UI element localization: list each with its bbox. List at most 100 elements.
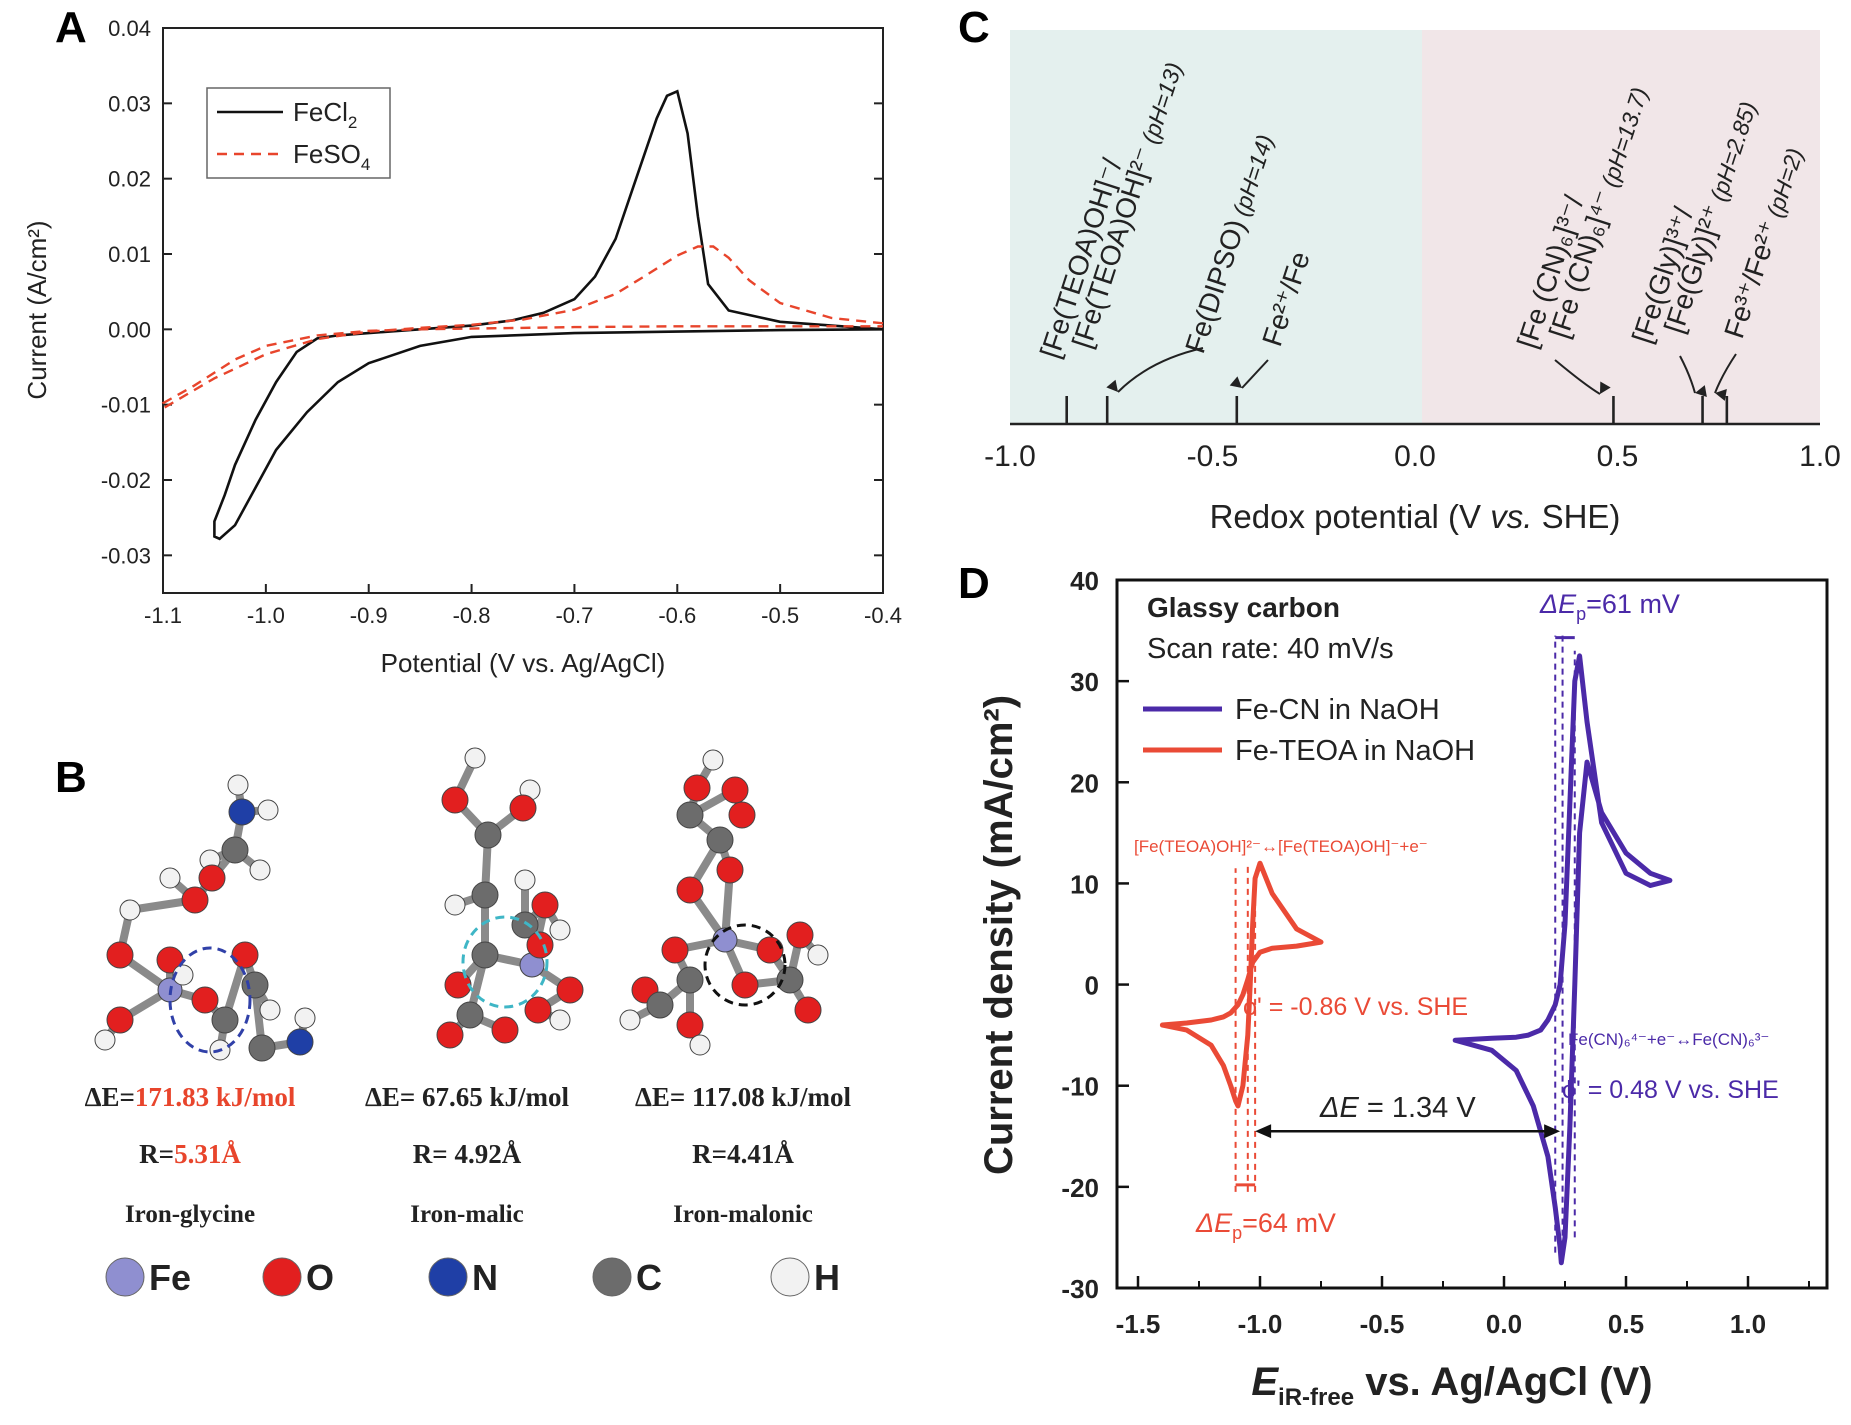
chart-d: -1.5 -1.0 -0.5 0.0 0.5 1.0403020100-10-20-30 … <box>977 566 1829 1411</box>
atom-o <box>756 936 784 964</box>
panel-b-molecules: ΔE=171.83 kJ/mol R=5.31Å Iron-glycine ΔE= 6… <box>85 747 852 1298</box>
delta-e-label: ΔE = 1.34 V <box>1319 1092 1476 1124</box>
x-tick-label: 0.0 <box>1486 1309 1522 1339</box>
atom-h <box>172 964 194 986</box>
arrowhead <box>1695 385 1707 397</box>
atom-o <box>231 941 259 969</box>
atom-h <box>464 747 486 769</box>
chelate-ring-highlight <box>461 915 549 1009</box>
x-tick-label: 0.5 <box>1608 1309 1644 1339</box>
y-tick-label: -0.01 <box>101 393 151 418</box>
y-tick-label: 0.01 <box>108 242 151 267</box>
y-tick-label: -10 <box>1061 1072 1099 1102</box>
panel-label-d: D <box>958 559 990 608</box>
chelate-ring-highlight <box>168 946 252 1054</box>
atom-c <box>248 1034 276 1062</box>
chart-d-info-electrode: Glassy carbon <box>1147 592 1340 623</box>
x-tick-label: -0.8 <box>453 603 491 628</box>
y-tick-label: 20 <box>1070 768 1099 798</box>
y-tick-label: 0 <box>1085 971 1099 1001</box>
atom-c <box>471 881 499 909</box>
x-tick-label: -0.6 <box>658 603 696 628</box>
atom-c <box>474 821 502 849</box>
arrowhead <box>1106 379 1118 392</box>
y-tick-label: -0.03 <box>101 543 151 568</box>
molecule-delta-e: ΔE= 117.08 kJ/mol <box>635 1082 852 1112</box>
atom-o <box>683 774 711 802</box>
panel-label-b: B <box>55 753 87 802</box>
x-tick-label: -1.0 <box>247 603 285 628</box>
redox-pointer-arrow <box>1679 355 1696 394</box>
molecule-delta-e: ΔE= 67.65 kJ/mol <box>365 1082 570 1112</box>
atom-c <box>221 836 249 864</box>
y-tick-label: 10 <box>1070 869 1099 899</box>
atom-o <box>794 996 822 1024</box>
reaction-label-fe-teoa: [Fe(TEOA)OH]²⁻↔[Fe(TEOA)OH]⁻+e⁻ <box>1134 837 1428 856</box>
legend-box <box>206 87 391 179</box>
redox-pointer-arrow <box>1554 359 1601 395</box>
atom-h <box>514 869 536 891</box>
x-tick-label: -1.1 <box>144 603 182 628</box>
atom-h <box>257 799 279 821</box>
chart-c: -1.0 -0.5 0.0 0.5 1.0 [Fe(TEOA)OH]⁻/[Fe(TEOA… <box>984 30 1841 535</box>
molecule-name: Iron-malonic <box>673 1201 813 1228</box>
chart-d-info-scanrate: Scan rate: 40 mV/s <box>1147 633 1394 665</box>
redox-pointer-arrow <box>1241 359 1269 389</box>
atom-o <box>444 971 472 999</box>
atom-o <box>436 1021 464 1049</box>
x-tick-label: -1.0 <box>1238 1309 1283 1339</box>
atom-h <box>807 944 829 966</box>
chart-a-ylabel: Current (A/cm²) <box>22 220 52 399</box>
atom-h <box>159 867 181 889</box>
x-tick-label: -0.5 <box>1360 1309 1405 1339</box>
atom-o <box>106 941 134 969</box>
atom-h <box>619 1009 641 1031</box>
atom-h <box>549 1009 571 1031</box>
delta-e-arrowhead-right <box>1544 1124 1561 1139</box>
panel-label-c: C <box>958 3 990 52</box>
atom-legend-label-n: N <box>472 1257 498 1298</box>
atom-legend-swatch-fe <box>105 1257 145 1297</box>
legend-label-fe-cn: Fe-CN in NaOH <box>1235 694 1440 726</box>
atom-o <box>509 794 537 822</box>
x-tick-label: 1.0 <box>1799 440 1841 473</box>
y-tick-label: 0.02 <box>108 167 151 192</box>
atom-c <box>676 801 704 829</box>
x-tick-label: -0.7 <box>555 603 593 628</box>
chart-d-ylabel: Current density (mA/cm²) <box>977 695 1021 1175</box>
chart-a-xlabel: Potential (V vs. Ag/AgCl) <box>381 648 666 678</box>
chart-a-frame <box>162 27 884 594</box>
chelate-ring-highlight <box>703 923 787 1007</box>
x-tick-label: -0.4 <box>864 603 902 628</box>
atom-o <box>181 886 209 914</box>
atom-legend-label-fe: Fe <box>149 1257 191 1298</box>
atom-o <box>531 891 559 919</box>
atom-o <box>716 856 744 884</box>
atom-h <box>689 1034 711 1056</box>
atom-o <box>191 986 219 1014</box>
atom-o <box>676 876 704 904</box>
x-tick-label: 0.5 <box>1597 440 1639 473</box>
atom-c <box>471 941 499 969</box>
atom-o <box>731 971 759 999</box>
atom-o <box>556 976 584 1004</box>
series-line-fe-teoa <box>1159 860 1324 1109</box>
atom-o <box>721 776 749 804</box>
formal-potential-label-fe-teoa: ϕ' = -0.86 V vs. SHE <box>1243 993 1468 1021</box>
y-tick-label: -30 <box>1061 1274 1099 1304</box>
atom-o <box>524 996 552 1024</box>
atom-c <box>211 1006 239 1034</box>
reaction-label-fe-cn: Fe(CN)₆⁴⁻+e⁻↔Fe(CN)₆³⁻ <box>1568 1030 1769 1049</box>
molecule-radius: R=5.31Å <box>139 1139 241 1169</box>
arrowhead <box>1715 389 1727 401</box>
molecule-iron-malic <box>436 747 584 1049</box>
atom-o <box>728 801 756 829</box>
x-tick-label: 0.0 <box>1394 440 1436 473</box>
delta-ep-label-fe-teoa: ΔEp=64 mV <box>1195 1208 1336 1243</box>
atom-o <box>676 1011 704 1039</box>
atom-legend-label-c: C <box>636 1257 662 1298</box>
atom-h <box>444 894 466 916</box>
atom-c <box>241 971 269 999</box>
atom-o <box>106 1006 134 1034</box>
